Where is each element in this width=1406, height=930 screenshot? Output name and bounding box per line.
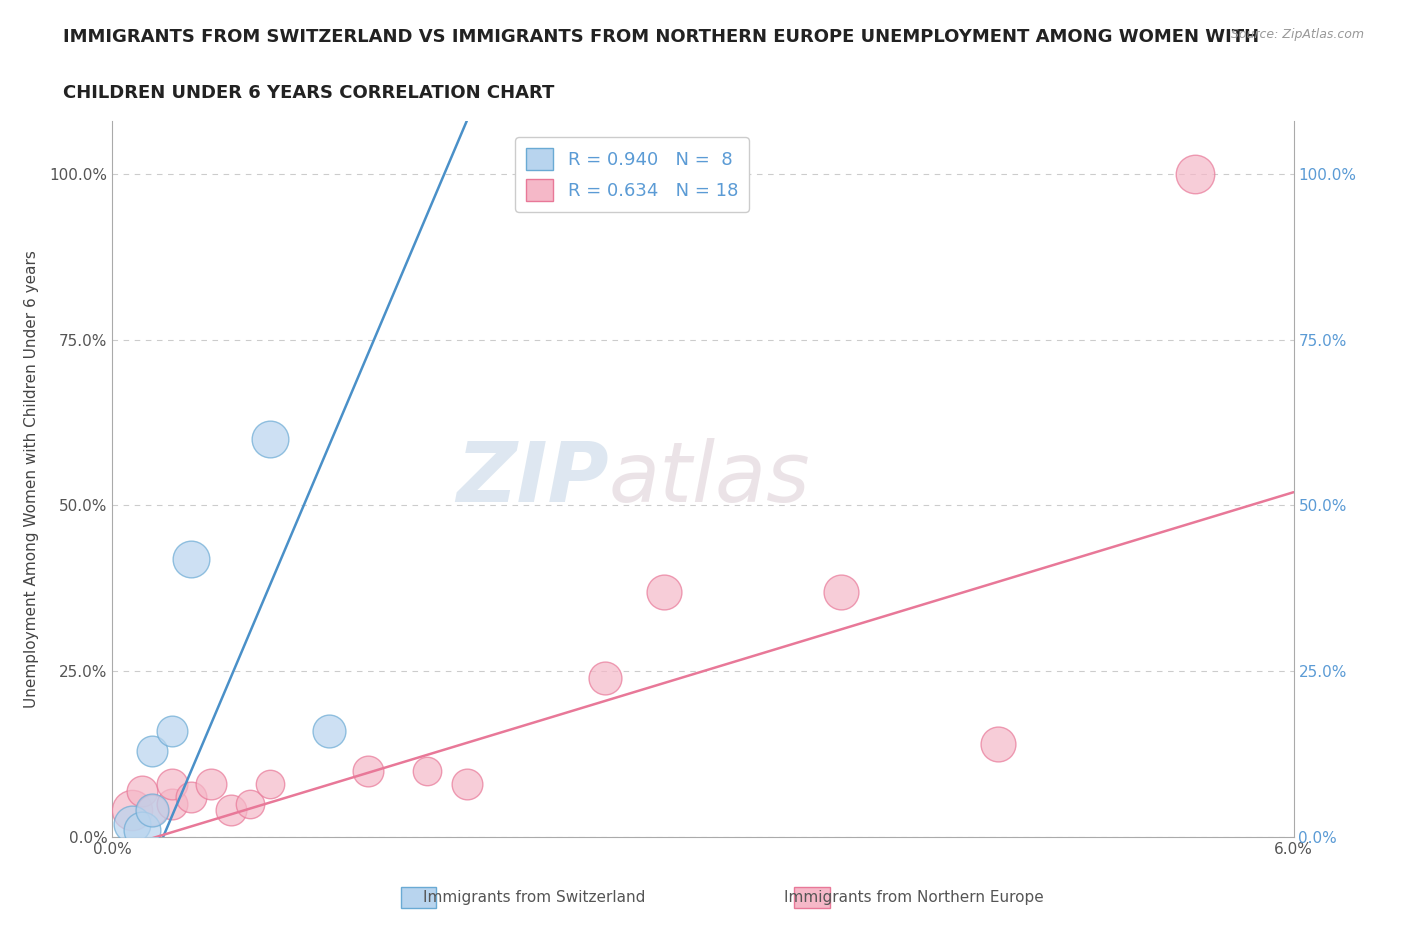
Point xyxy=(121,817,143,831)
Legend: R = 0.940   N =  8, R = 0.634   N = 18: R = 0.940 N = 8, R = 0.634 N = 18 xyxy=(516,137,749,212)
Point xyxy=(987,737,1010,751)
Point xyxy=(131,823,153,838)
Text: Source: ZipAtlas.com: Source: ZipAtlas.com xyxy=(1230,28,1364,41)
Point xyxy=(180,790,202,804)
Point xyxy=(180,551,202,566)
Text: CHILDREN UNDER 6 YEARS CORRELATION CHART: CHILDREN UNDER 6 YEARS CORRELATION CHART xyxy=(63,84,554,101)
Point xyxy=(141,803,163,817)
Point xyxy=(259,432,281,446)
Point xyxy=(357,764,380,778)
Point xyxy=(141,743,163,758)
Point xyxy=(160,724,183,738)
Point xyxy=(219,803,242,817)
Point xyxy=(593,671,616,685)
Point xyxy=(259,777,281,791)
Point xyxy=(121,803,143,817)
Point xyxy=(416,764,439,778)
Point xyxy=(160,796,183,811)
Point xyxy=(200,777,222,791)
Point xyxy=(141,803,163,817)
Text: Immigrants from Northern Europe: Immigrants from Northern Europe xyxy=(785,890,1043,905)
Text: ZIP: ZIP xyxy=(456,438,609,520)
Point xyxy=(830,584,852,599)
Text: atlas: atlas xyxy=(609,438,810,520)
Text: Immigrants from Switzerland: Immigrants from Switzerland xyxy=(423,890,645,905)
Text: IMMIGRANTS FROM SWITZERLAND VS IMMIGRANTS FROM NORTHERN EUROPE UNEMPLOYMENT AMON: IMMIGRANTS FROM SWITZERLAND VS IMMIGRANT… xyxy=(63,28,1260,46)
Point xyxy=(131,783,153,798)
Point xyxy=(652,584,675,599)
Point xyxy=(239,796,262,811)
Y-axis label: Unemployment Among Women with Children Under 6 years: Unemployment Among Women with Children U… xyxy=(24,250,38,708)
Point xyxy=(456,777,478,791)
Point xyxy=(1184,166,1206,181)
Point xyxy=(160,777,183,791)
Point xyxy=(318,724,340,738)
